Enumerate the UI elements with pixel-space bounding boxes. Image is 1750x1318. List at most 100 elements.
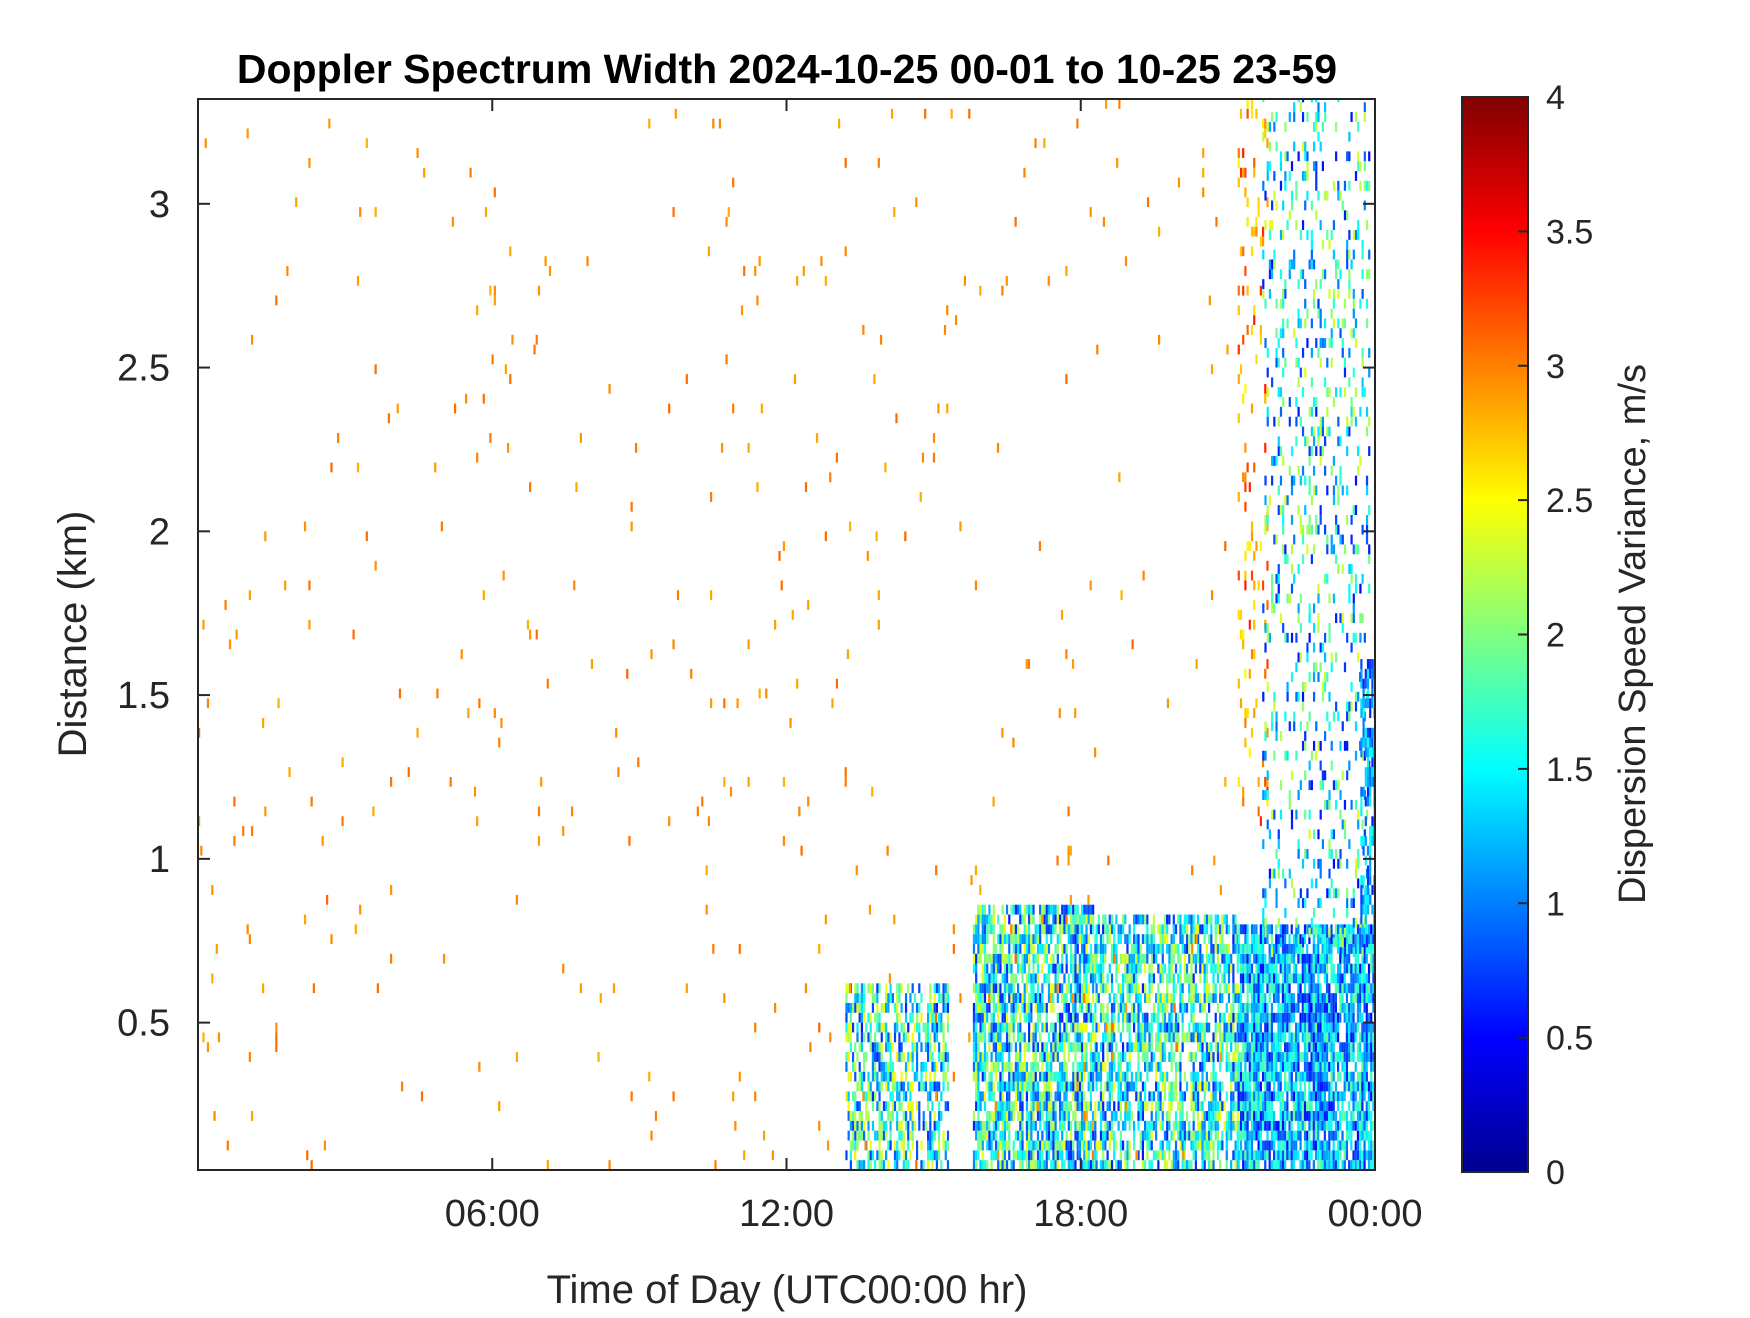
heatmap-cell (1330, 1081, 1333, 1092)
heatmap-cell (918, 983, 921, 994)
heatmap-cell (929, 993, 932, 1003)
heatmap-cell (915, 1140, 919, 1151)
heatmap-cell (1155, 1042, 1158, 1053)
heatmap-cell (1301, 1150, 1304, 1161)
heatmap-cell (1257, 993, 1260, 1003)
heatmap-cell (1194, 993, 1197, 1003)
heatmap-cell (1223, 973, 1226, 984)
heatmap-cell (1334, 1130, 1337, 1141)
heatmap-cell (893, 1071, 897, 1082)
heatmap-cell (854, 1150, 857, 1161)
heatmap-cell (1255, 1012, 1258, 1023)
heatmap-cell (1076, 963, 1079, 974)
heatmap-cell (1025, 1091, 1029, 1102)
heatmap-cell (986, 1081, 989, 1092)
heatmap-cell (1350, 112, 1353, 122)
heatmap-cell (847, 983, 850, 994)
heatmap-cell (1306, 161, 1309, 172)
heatmap-cell (1337, 858, 1340, 869)
heatmap-cell (1350, 1012, 1353, 1023)
heatmap-cell (1078, 993, 1081, 1003)
heatmap-cell (1141, 1130, 1145, 1141)
heatmap-cell (1339, 858, 1342, 869)
heatmap-cell (1132, 944, 1136, 954)
heatmap-cell (1352, 1002, 1355, 1013)
heatmap-cell (1314, 963, 1318, 974)
heatmap-cell (1132, 1160, 1136, 1170)
heatmap-cell (1089, 1061, 1093, 1072)
heatmap-cell (1339, 849, 1342, 859)
heatmap-cell (979, 1101, 982, 1112)
heatmap-cell (1021, 1160, 1024, 1170)
heatmap-cell (1237, 993, 1240, 1003)
heatmap-cell (1232, 934, 1235, 945)
heatmap-cell (1210, 1160, 1213, 1170)
heatmap-cell (1163, 1130, 1167, 1141)
heatmap-cell (1361, 357, 1364, 368)
heatmap-cell (1208, 1002, 1211, 1013)
heatmap-cell (1017, 1150, 1020, 1161)
heatmap-cell (1295, 937, 1298, 948)
heatmap-cell (992, 914, 995, 925)
heatmap-cell (1262, 180, 1265, 191)
heatmap-cell (1253, 226, 1256, 237)
heatmap-cell (1277, 446, 1280, 456)
heatmap-cell (1166, 983, 1169, 994)
heatmap-cell (1054, 973, 1057, 984)
heatmap-cell (1177, 1130, 1180, 1141)
heatmap-cell (1099, 1081, 1103, 1092)
heatmap-cell (983, 1012, 987, 1023)
heatmap-cell (1021, 1032, 1024, 1043)
heatmap-cell (1012, 1071, 1015, 1082)
heatmap-cell (1036, 1022, 1040, 1033)
heatmap-cell (1155, 1120, 1158, 1131)
heatmap-cell (1339, 1042, 1342, 1053)
heatmap-cell (1188, 1032, 1191, 1043)
heatmap-cell (1223, 944, 1226, 954)
heatmap-cell (1352, 898, 1355, 908)
heatmap-cell (922, 1061, 925, 1072)
heatmap-cell (1303, 983, 1307, 994)
heatmap-cell (854, 1130, 857, 1141)
heatmap-cell (1261, 1111, 1265, 1121)
heatmap-cell (1081, 944, 1084, 954)
heatmap-cell (1124, 1150, 1127, 1161)
heatmap-cell (1076, 1061, 1079, 1072)
heatmap-cell (1174, 1120, 1178, 1131)
heatmap-cell (1170, 944, 1173, 954)
heatmap-cell (1208, 953, 1211, 964)
heatmap-cell (1275, 983, 1278, 994)
heatmap-cell (1039, 993, 1042, 1003)
heatmap-cell (1250, 1012, 1254, 1023)
heatmap-cell (1008, 1130, 1011, 1141)
heatmap-cell (874, 1061, 877, 1072)
heatmap-cell (1325, 1140, 1329, 1151)
heatmap-cell (979, 1012, 982, 1023)
heatmap-cell (1085, 1002, 1088, 1013)
heatmap-cell (1146, 1140, 1149, 1151)
heatmap-cell (1339, 1012, 1342, 1023)
heatmap-cell (1146, 944, 1149, 954)
heatmap-cell (1341, 993, 1344, 1003)
heatmap-cell (1063, 1052, 1066, 1062)
heatmap-cell (990, 963, 993, 974)
heatmap-cell (1242, 1111, 1245, 1121)
heatmap-cell (1159, 1042, 1162, 1053)
heatmap-cell (1324, 102, 1327, 113)
heatmap-cell (1039, 1160, 1042, 1170)
heatmap-cell (1319, 927, 1322, 938)
heatmap-cell (1297, 944, 1300, 954)
heatmap-cell (1056, 1052, 1059, 1062)
heatmap-cell (975, 973, 978, 984)
heatmap-cell (1321, 1012, 1324, 1023)
heatmap-cell (1250, 1022, 1254, 1033)
heatmap-cell (1108, 1042, 1111, 1053)
heatmap-cell (1157, 1111, 1160, 1121)
heatmap-cell (938, 1081, 941, 1092)
heatmap-cell (1130, 973, 1133, 984)
heatmap-cell (1174, 983, 1178, 994)
heatmap-cell (1161, 1081, 1164, 1092)
heatmap-cell (1343, 973, 1346, 984)
heatmap-cell (1290, 993, 1293, 1003)
heatmap-cell (1056, 1160, 1059, 1170)
